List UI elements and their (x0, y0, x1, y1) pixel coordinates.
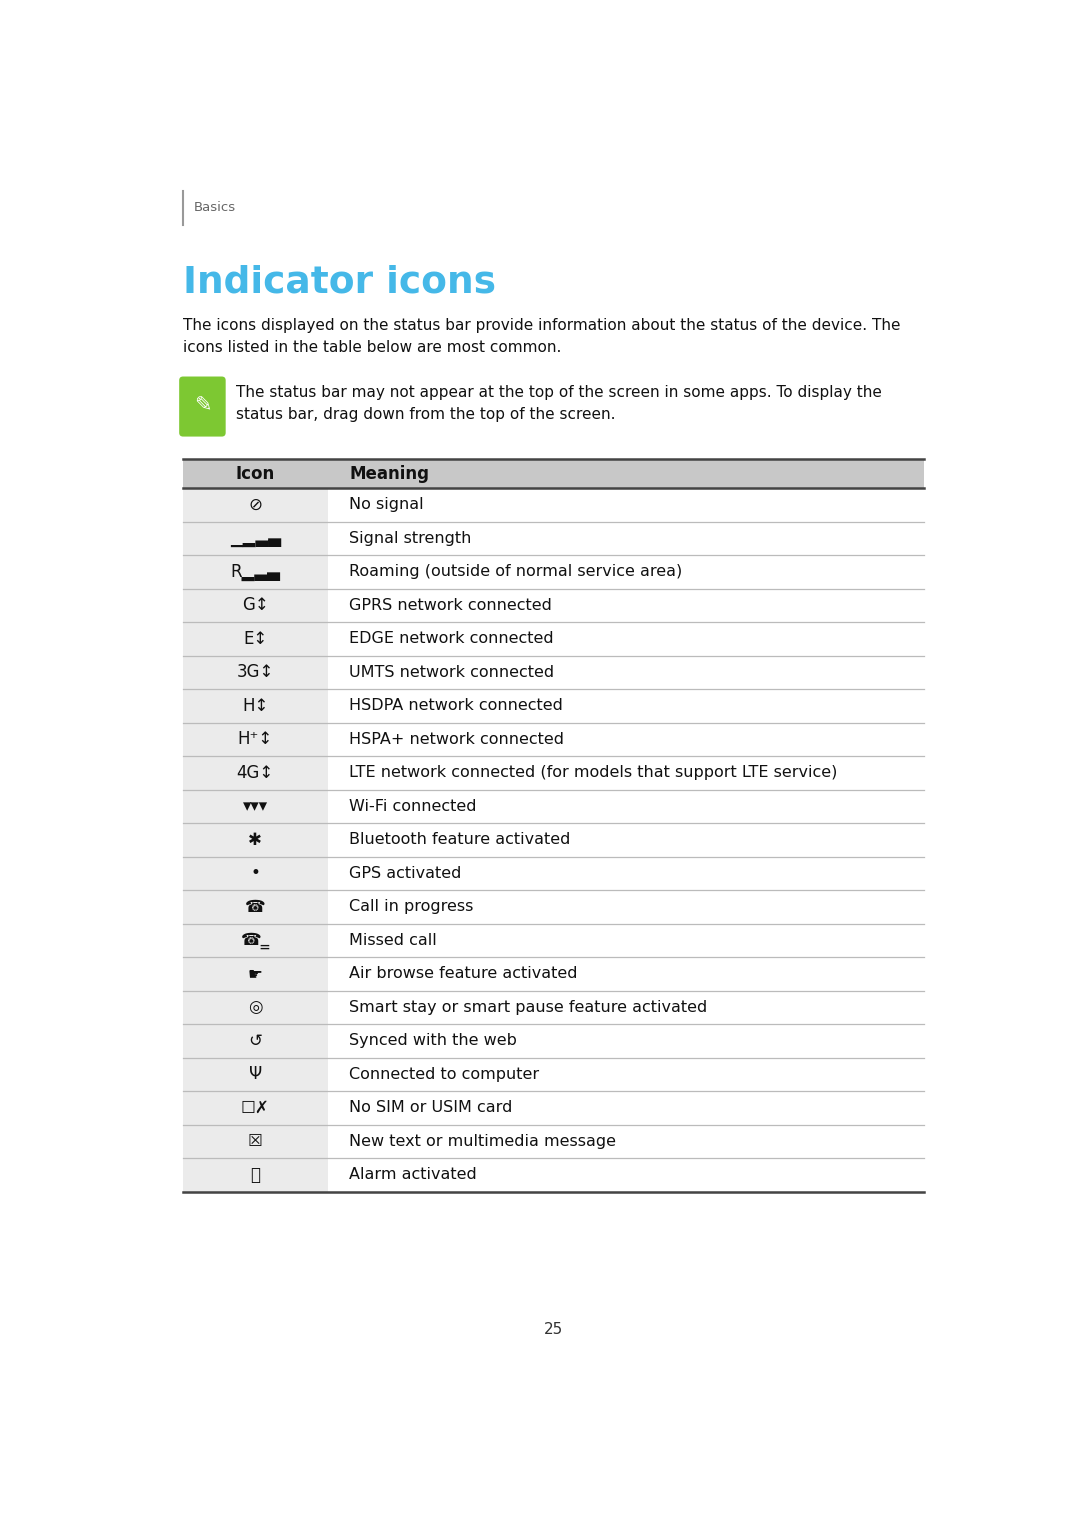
Text: H↕: H↕ (242, 696, 269, 715)
Bar (183, 689, 327, 722)
Text: GPS activated: GPS activated (349, 866, 461, 881)
Text: 4G↕: 4G↕ (237, 764, 274, 782)
Text: Ψ: Ψ (248, 1066, 262, 1083)
Text: The icons displayed on the status bar provide information about the status of th: The icons displayed on the status bar pr… (183, 318, 901, 354)
Text: Indicator icons: Indicator icons (183, 264, 496, 301)
Bar (183, 489, 327, 522)
Text: ▁▂▃▄: ▁▂▃▄ (230, 530, 281, 547)
Bar (183, 556, 327, 588)
Bar (183, 522, 327, 556)
Bar (327, 1124, 924, 1157)
Bar (183, 789, 327, 823)
Text: Connected to computer: Connected to computer (349, 1067, 539, 1081)
Text: HSDPA network connected: HSDPA network connected (349, 698, 563, 713)
Text: Air browse feature activated: Air browse feature activated (349, 967, 578, 982)
Bar (327, 489, 924, 522)
Bar (183, 823, 327, 857)
Bar (183, 857, 327, 890)
Text: LTE network connected (for models that support LTE service): LTE network connected (for models that s… (349, 765, 838, 780)
Text: Roaming (outside of normal service area): Roaming (outside of normal service area) (349, 565, 683, 579)
Text: •: • (251, 864, 260, 883)
Text: No SIM or USIM card: No SIM or USIM card (349, 1101, 513, 1115)
Text: Bluetooth feature activated: Bluetooth feature activated (349, 832, 570, 847)
Text: New text or multimedia message: New text or multimedia message (349, 1135, 617, 1148)
Bar (183, 890, 327, 924)
Text: ✎: ✎ (193, 395, 212, 415)
Bar (327, 556, 924, 588)
Text: Synced with the web: Synced with the web (349, 1034, 517, 1049)
Text: 25: 25 (544, 1322, 563, 1338)
Text: Wi-Fi connected: Wi-Fi connected (349, 799, 476, 814)
Text: GPRS network connected: GPRS network connected (349, 599, 552, 612)
Bar (327, 957, 924, 991)
Text: HSPA+ network connected: HSPA+ network connected (349, 731, 564, 747)
Bar (327, 1092, 924, 1124)
Bar (327, 722, 924, 756)
Bar (327, 1058, 924, 1092)
Text: The status bar may not appear at the top of the screen in some apps. To display : The status bar may not appear at the top… (235, 385, 881, 421)
Text: R▂▃▄: R▂▃▄ (230, 563, 280, 580)
Text: UMTS network connected: UMTS network connected (349, 664, 554, 680)
Bar (327, 522, 924, 556)
Bar (183, 991, 327, 1025)
Bar (183, 621, 327, 655)
Text: Smart stay or smart pause feature activated: Smart stay or smart pause feature activa… (349, 1000, 707, 1015)
Text: Basics: Basics (194, 202, 237, 214)
Bar (327, 924, 924, 957)
Text: Alarm activated: Alarm activated (349, 1167, 477, 1182)
Bar (327, 890, 924, 924)
Text: Missed call: Missed call (349, 933, 437, 948)
Bar (183, 1124, 327, 1157)
Text: ☒: ☒ (247, 1133, 262, 1150)
Bar (327, 823, 924, 857)
Text: H⁺↕: H⁺↕ (238, 730, 273, 748)
Bar (327, 1157, 924, 1191)
Bar (327, 756, 924, 789)
Text: Icon: Icon (235, 464, 275, 483)
Bar (183, 588, 327, 621)
Text: EDGE network connected: EDGE network connected (349, 631, 554, 646)
Bar (183, 1092, 327, 1124)
Text: ◎: ◎ (248, 999, 262, 1017)
Text: ↺: ↺ (248, 1032, 262, 1051)
Text: ☎‗: ☎‗ (241, 931, 270, 950)
Text: 3G↕: 3G↕ (237, 663, 274, 681)
Text: Call in progress: Call in progress (349, 899, 474, 915)
Text: ✱: ✱ (248, 831, 262, 849)
Text: ☎: ☎ (245, 898, 266, 916)
Text: ⏰: ⏰ (251, 1165, 260, 1183)
Bar (183, 924, 327, 957)
Bar (327, 857, 924, 890)
Bar (183, 655, 327, 689)
Text: Signal strength: Signal strength (349, 531, 472, 547)
Bar (183, 460, 924, 489)
Text: ⊘: ⊘ (248, 496, 262, 515)
Bar (183, 756, 327, 789)
Bar (183, 1157, 327, 1191)
Text: Meaning: Meaning (349, 464, 429, 483)
Bar (327, 991, 924, 1025)
Text: E↕: E↕ (243, 629, 268, 647)
Text: ☛: ☛ (247, 965, 262, 983)
Bar (183, 957, 327, 991)
Bar (327, 689, 924, 722)
Bar (327, 1025, 924, 1058)
Text: No signal: No signal (349, 498, 423, 513)
Bar (327, 621, 924, 655)
Bar (327, 789, 924, 823)
Bar (183, 722, 327, 756)
Bar (183, 1058, 327, 1092)
Bar (327, 588, 924, 621)
Text: ☐✗: ☐✗ (241, 1099, 270, 1116)
FancyBboxPatch shape (179, 377, 226, 437)
Bar (327, 655, 924, 689)
Text: G↕: G↕ (242, 597, 269, 614)
Bar (183, 1025, 327, 1058)
Text: ▾▾▾: ▾▾▾ (243, 797, 268, 815)
